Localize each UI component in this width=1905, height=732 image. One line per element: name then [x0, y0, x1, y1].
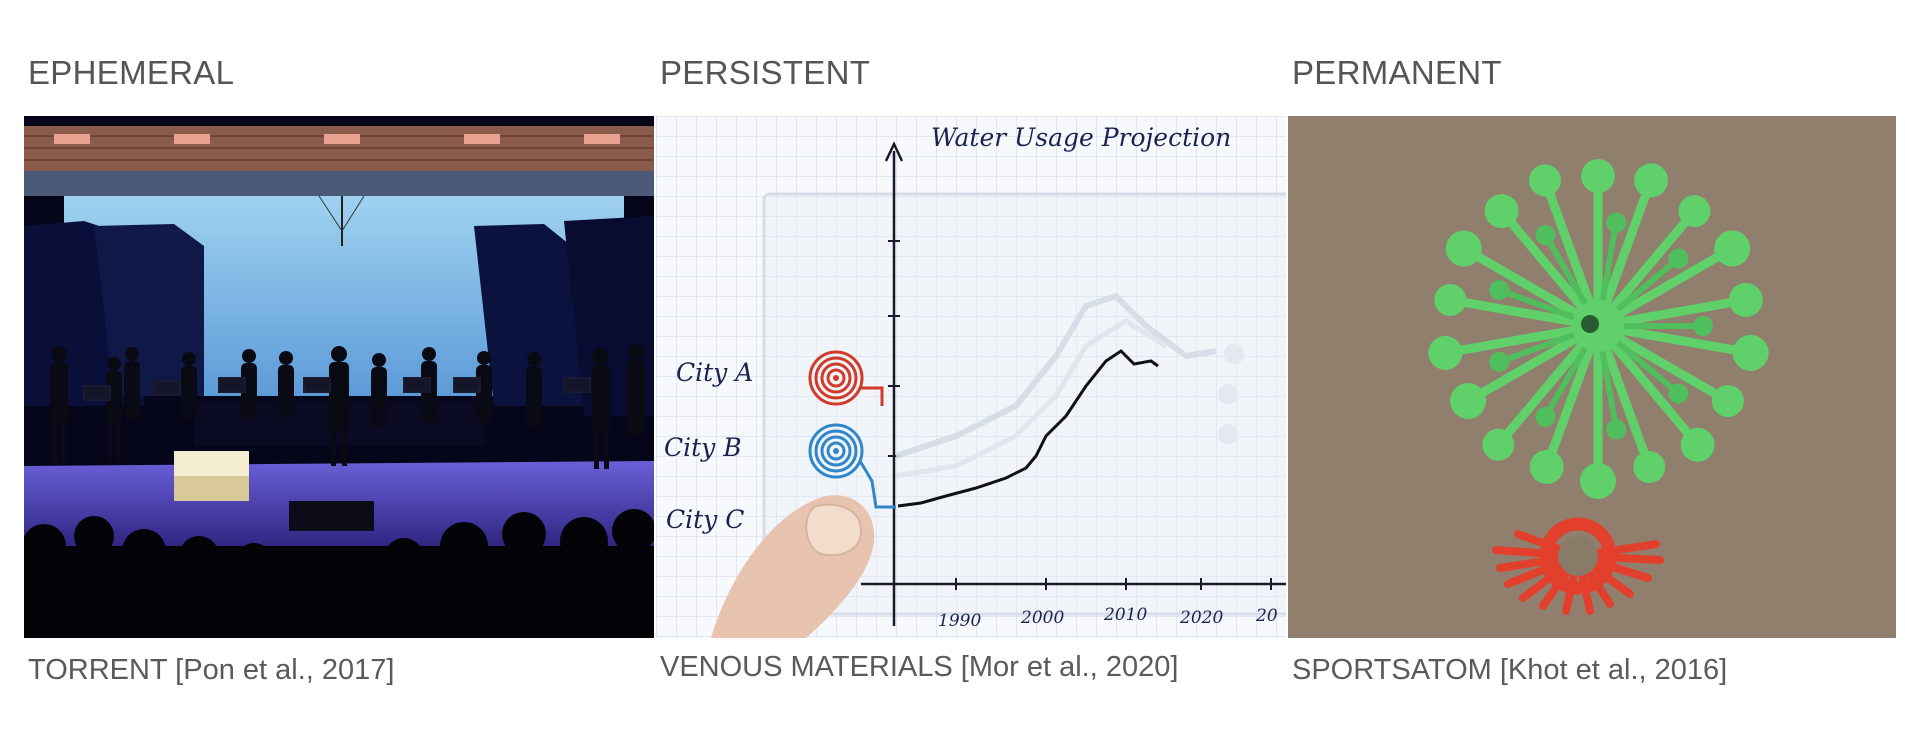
x-tick-2010: 2010	[1103, 605, 1147, 625]
heading-ephemeral: EPHEMERAL	[28, 54, 235, 91]
row-label-city-c: City C	[666, 505, 744, 534]
x-tick-1990: 1990	[938, 611, 981, 631]
red-ring-object	[1492, 517, 1664, 615]
venous-materials-photo: Water Usage Projection 1990 2000 2010 20…	[656, 116, 1286, 638]
torrent-photo	[24, 116, 654, 638]
chart-title-text: Water Usage Projection	[931, 123, 1231, 152]
caption-sportsatom: SPORTSATOM [Khot et al., 2016]	[1292, 654, 1728, 686]
heading-permanent: PERMANENT	[1292, 54, 1502, 91]
x-tick-2020: 2020	[1179, 608, 1223, 628]
caption-venous-materials: VENOUS MATERIALS [Mor et al., 2020]	[660, 651, 1179, 683]
row-label-city-a: City A	[676, 358, 753, 387]
concert-stage-image	[24, 116, 654, 638]
row-label-city-b: City B	[664, 433, 742, 462]
x-tick-20: 20	[1255, 606, 1278, 626]
heading-persistent: PERSISTENT	[660, 54, 871, 91]
hand-drawn-chart-image: Water Usage Projection 1990 2000 2010 20…	[656, 116, 1286, 638]
x-tick-2000: 2000	[1020, 608, 1064, 628]
caption-torrent: TORRENT [Pon et al., 2017]	[28, 654, 395, 686]
3d-printed-objects-image	[1288, 116, 1896, 638]
green-radial-object	[1428, 159, 1769, 499]
sportsatom-photo	[1288, 116, 1896, 638]
